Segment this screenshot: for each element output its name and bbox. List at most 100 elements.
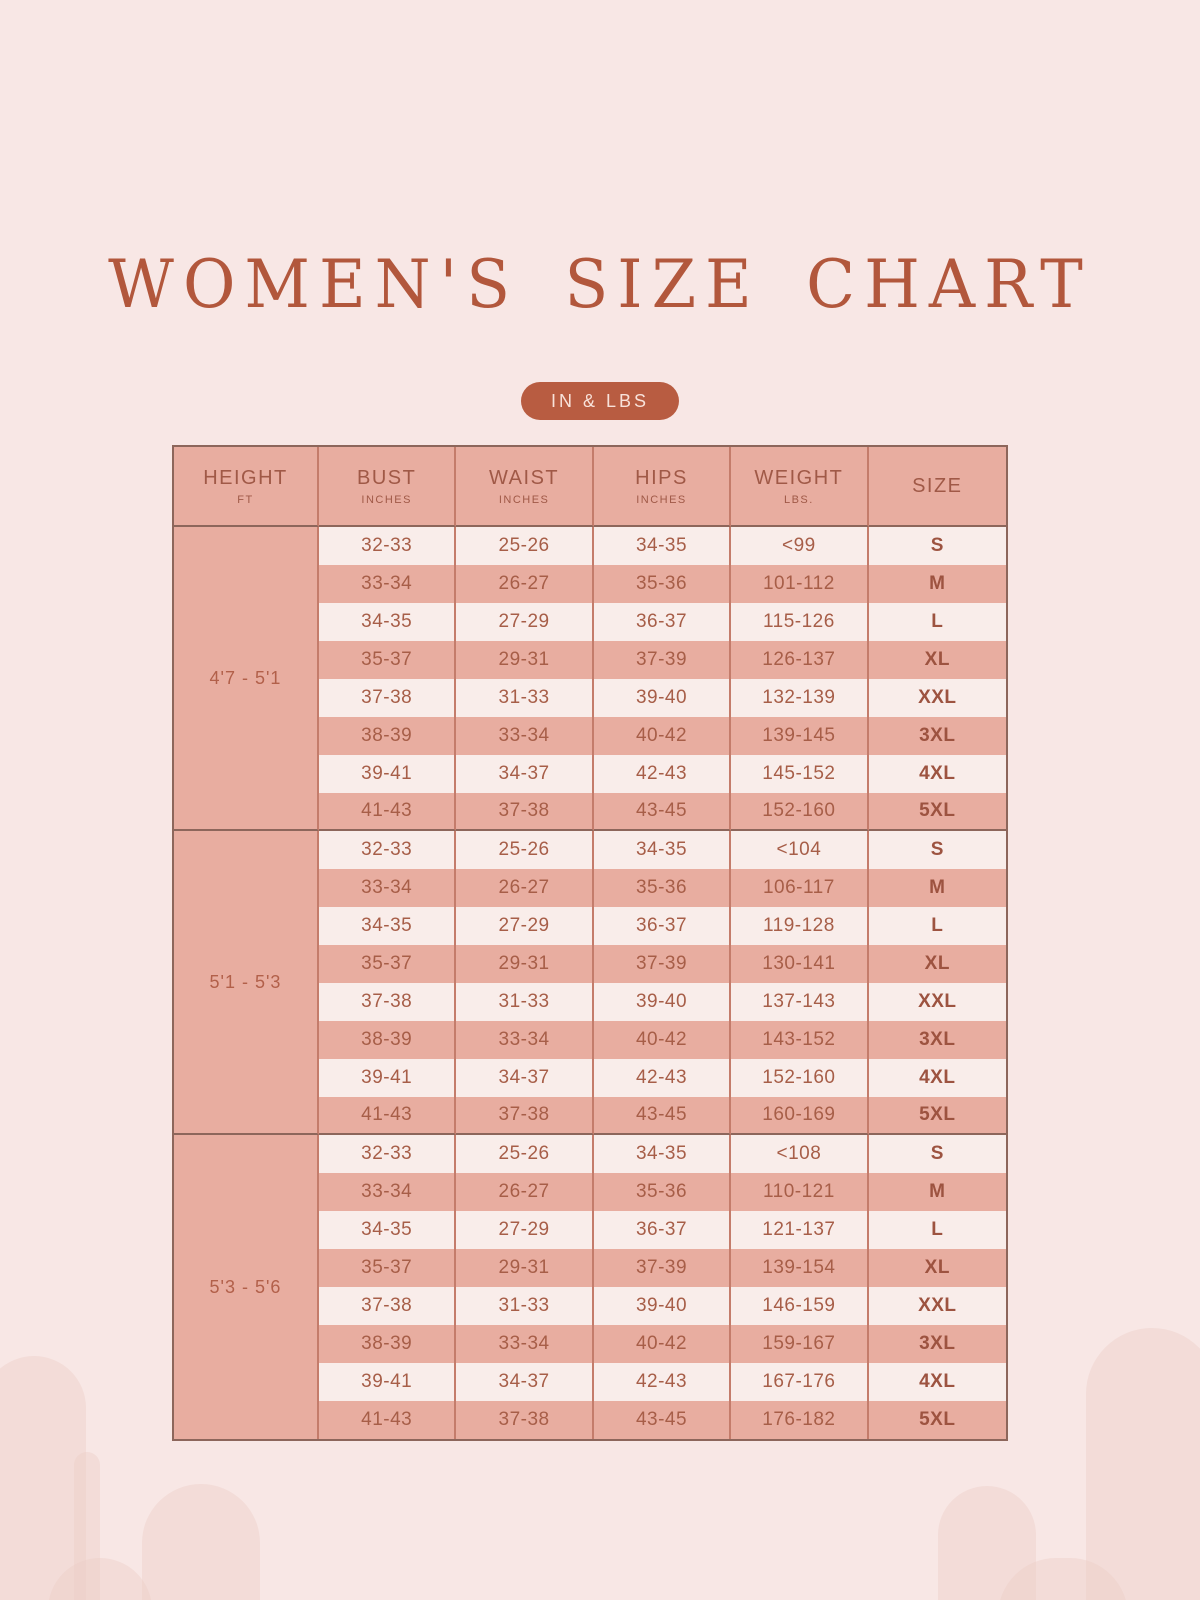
table-cell: 37-38 — [456, 793, 594, 831]
table-header-cell: SIZE — [868, 447, 1006, 527]
table-header-cell: HEIGHT FT — [174, 447, 319, 527]
table-header-cell: BUST INCHES — [319, 447, 457, 527]
table-cell: 34-35 — [593, 1135, 732, 1173]
table-cell: 130-141 — [731, 945, 869, 983]
header-label: HEIGHT — [203, 466, 288, 489]
table-cell: 33-34 — [456, 717, 594, 755]
table-cell: <104 — [731, 831, 869, 869]
table-cell: 36-37 — [593, 1211, 732, 1249]
table-cell: 101-112 — [731, 565, 869, 603]
table-cell: 33-34 — [319, 1173, 457, 1211]
table-cell: 27-29 — [456, 1211, 594, 1249]
table-cell: 37-38 — [456, 1401, 594, 1439]
arch-decoration — [1086, 1328, 1200, 1600]
size-cell: XL — [868, 641, 1006, 679]
table-cell: 35-36 — [593, 869, 732, 907]
table-cell: 145-152 — [731, 755, 869, 793]
header-label: WAIST — [489, 466, 560, 489]
table-cell: 32-33 — [319, 1135, 457, 1173]
header-sublabel: INCHES — [498, 493, 550, 506]
table-cell: 106-117 — [731, 869, 869, 907]
table-cell: 159-167 — [731, 1325, 869, 1363]
page-title: WOMEN'S SIZE CHART — [108, 246, 1092, 324]
size-table: HEIGHT FT BUST INCHES WAIST INCHES HIPS INCHES W… — [172, 445, 1008, 1441]
table-cell: 31-33 — [456, 983, 594, 1021]
table-cell: 34-37 — [456, 755, 594, 793]
header-sublabel: LBS. — [783, 493, 814, 506]
table-cell: 39-41 — [319, 1363, 457, 1401]
table-cell: 35-36 — [593, 565, 732, 603]
table-cell: 176-182 — [731, 1401, 869, 1439]
table-cell: 37-39 — [593, 945, 732, 983]
size-cell: XL — [868, 945, 1006, 983]
arch-decoration — [74, 1452, 100, 1600]
table-cell: 42-43 — [593, 1363, 732, 1401]
height-group-cell: 5'1 - 5'3 — [174, 831, 319, 1135]
table-cell: 43-45 — [593, 1401, 732, 1439]
table-cell: 110-121 — [731, 1173, 869, 1211]
size-cell: XXL — [868, 983, 1006, 1021]
table-cell: 38-39 — [319, 717, 457, 755]
table-cell: 160-169 — [731, 1097, 869, 1135]
size-cell: L — [868, 1211, 1006, 1249]
table-cell: 37-38 — [319, 679, 457, 717]
table-cell: 139-145 — [731, 717, 869, 755]
table-cell: 31-33 — [456, 679, 594, 717]
header-sublabel: INCHES — [636, 493, 687, 506]
size-cell: S — [868, 831, 1006, 869]
table-cell: 39-40 — [593, 1287, 732, 1325]
table-cell: 167-176 — [731, 1363, 869, 1401]
table-cell: 143-152 — [731, 1021, 869, 1059]
table-cell: 43-45 — [593, 1097, 732, 1135]
table-cell: 36-37 — [593, 603, 732, 641]
size-cell: S — [868, 527, 1006, 565]
table-cell: 29-31 — [456, 1249, 594, 1287]
table-cell: 33-34 — [456, 1325, 594, 1363]
table-cell: 37-38 — [456, 1097, 594, 1135]
size-cell: 5XL — [868, 1401, 1006, 1439]
table-cell: 40-42 — [593, 717, 732, 755]
table-cell: 38-39 — [319, 1325, 457, 1363]
table-cell: 139-154 — [731, 1249, 869, 1287]
table-cell: 41-43 — [319, 1401, 457, 1439]
table-cell: 34-37 — [456, 1363, 594, 1401]
size-cell: 4XL — [868, 755, 1006, 793]
table-cell: 37-39 — [593, 1249, 732, 1287]
table-cell: <108 — [731, 1135, 869, 1173]
size-cell: 3XL — [868, 1325, 1006, 1363]
table-cell: 126-137 — [731, 641, 869, 679]
size-cell: 3XL — [868, 1021, 1006, 1059]
table-cell: 35-37 — [319, 641, 457, 679]
table-cell: 42-43 — [593, 755, 732, 793]
table-cell: 42-43 — [593, 1059, 732, 1097]
table-cell: 37-39 — [593, 641, 732, 679]
table-cell: 33-34 — [319, 565, 457, 603]
size-cell: 5XL — [868, 793, 1006, 831]
table-cell: 34-35 — [319, 1211, 457, 1249]
arch-decoration — [142, 1484, 260, 1600]
table-cell: 37-38 — [319, 983, 457, 1021]
table-cell: 25-26 — [456, 831, 594, 869]
table-cell: 26-27 — [456, 1173, 594, 1211]
table-cell: 41-43 — [319, 793, 457, 831]
table-cell: 29-31 — [456, 641, 594, 679]
table-cell: 40-42 — [593, 1021, 732, 1059]
table-cell: 25-26 — [456, 1135, 594, 1173]
size-cell: M — [868, 565, 1006, 603]
table-cell: 34-35 — [593, 527, 732, 565]
size-cell: L — [868, 907, 1006, 945]
size-cell: XXL — [868, 1287, 1006, 1325]
table-cell: 27-29 — [456, 907, 594, 945]
table-cell: 35-36 — [593, 1173, 732, 1211]
table-cell: 39-41 — [319, 755, 457, 793]
table-cell: 32-33 — [319, 831, 457, 869]
table-cell: 34-35 — [593, 831, 732, 869]
table-header-cell: WEIGHT LBS. — [731, 447, 869, 527]
size-cell: M — [868, 1173, 1006, 1211]
table-cell: 152-160 — [731, 793, 869, 831]
table-cell: 40-42 — [593, 1325, 732, 1363]
table-cell: 146-159 — [731, 1287, 869, 1325]
table-cell: 34-37 — [456, 1059, 594, 1097]
table-cell: 37-38 — [319, 1287, 457, 1325]
header-label: BUST — [357, 466, 417, 489]
